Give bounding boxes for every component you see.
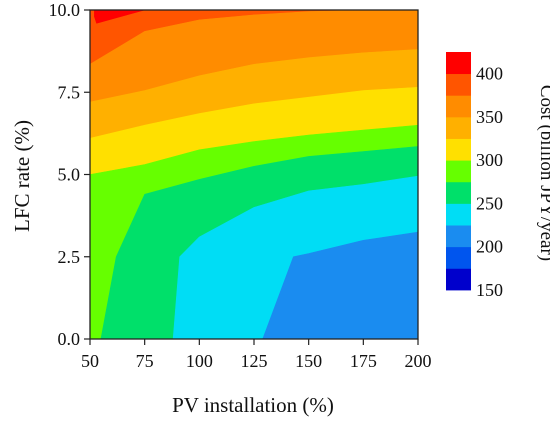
colorbar-segment-10 [446,52,471,75]
x-tick-label: 150 [295,351,322,371]
colorbar-tick-label: 400 [476,64,503,84]
x-tick-label: 175 [350,351,377,371]
colorbar-segment-6 [446,138,471,161]
colorbar-segment-7 [446,116,471,139]
y-tick-label: 5.0 [58,165,81,185]
colorbar-tick-label: 300 [476,150,503,170]
colorbar-tick-label: 150 [476,280,503,300]
axes: 50 75 100 125 150 175 200 0.0 2.5 5.0 7.5 10.0 [49,0,432,371]
colorbar-segment-4 [446,181,471,204]
x-tick-label: 125 [241,351,268,371]
x-tick-label: 75 [136,351,154,371]
y-axis-label: LFC rate (%) [10,120,34,232]
colorbar-segment-9 [446,73,471,96]
plot-area [89,9,419,340]
colorbar-segment-1 [446,246,471,269]
y-tick-label: 10.0 [49,0,81,20]
colorbar-segment-0 [446,268,471,291]
y-tick-label: 2.5 [58,247,81,267]
colorbar-segment-2 [446,225,471,248]
y-tick-label: 7.5 [58,82,81,102]
colorbar-tick-label: 250 [476,193,503,213]
x-tick-label: 200 [405,351,432,371]
colorbar-tick-label: 200 [476,237,503,257]
colorbar-segment-3 [446,203,471,226]
x-tick-label: 50 [81,351,99,371]
colorbar-segment-8 [446,95,471,118]
y-tick-label: 0.0 [58,329,81,349]
colorbar: 150 200 250 300 350 400 [446,52,503,300]
colorbar-segment-5 [446,160,471,183]
x-axis-label: PV installation (%) [172,393,334,417]
x-tick-label: 100 [186,351,213,371]
colorbar-label: Cost (billion JPY/year) [536,85,550,261]
colorbar-tick-label: 350 [476,107,503,127]
